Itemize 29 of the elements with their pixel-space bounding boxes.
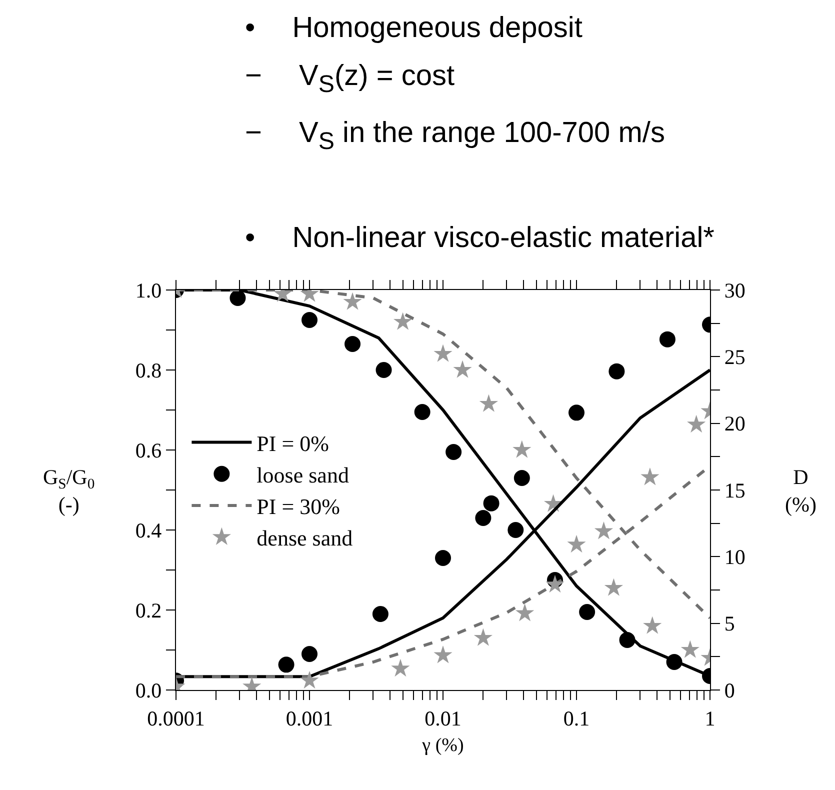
legend-label: PI = 30% [256, 494, 340, 520]
y-tick-label: 0.0 [135, 678, 162, 702]
text: − V$_{S}$ in the range 100-700 m/s [245, 116, 666, 157]
y-tick-label: 1.0 [135, 278, 162, 302]
y2-tick-label: 20 [724, 412, 746, 436]
y-tick-label: 0.4 [135, 518, 162, 542]
legend-label: loose sand [256, 462, 349, 488]
y2-axis-title: D (%) [785, 465, 816, 516]
y2-tick-label: 15 [724, 478, 746, 502]
legend-label: dense sand [256, 526, 353, 551]
y2-tick-label: 5 [724, 612, 735, 636]
y2-tick-label: 30 [724, 278, 746, 302]
x-tick-label: 0.01 [424, 706, 462, 730]
text: • Non-linear visco-elastic material* [245, 220, 714, 256]
y2-tick-label: 0 [724, 678, 735, 702]
text: • Homogeneous deposit [245, 11, 584, 46]
y-tick-label: 0.6 [135, 438, 162, 462]
y-tick-label: 0.8 [135, 358, 162, 382]
x-tick-label: 0.1 [563, 706, 590, 730]
y-tick-label: 0.2 [135, 598, 162, 622]
x-tick-label: 0.0001 [147, 706, 205, 730]
x-axis-title: γ (%) [421, 735, 464, 756]
x-tick-label: 0.001 [286, 706, 334, 730]
x-tick-label: 1 [704, 706, 716, 730]
legend-label: PI = 0% [256, 430, 329, 456]
text: − V$_{S}$(z) = cost [245, 59, 456, 100]
y2-tick-label: 10 [724, 545, 746, 570]
y2-tick-label: 25 [724, 345, 746, 370]
y-axis-title: G$_{S}$/G$_{0}$ (-) [43, 465, 95, 516]
